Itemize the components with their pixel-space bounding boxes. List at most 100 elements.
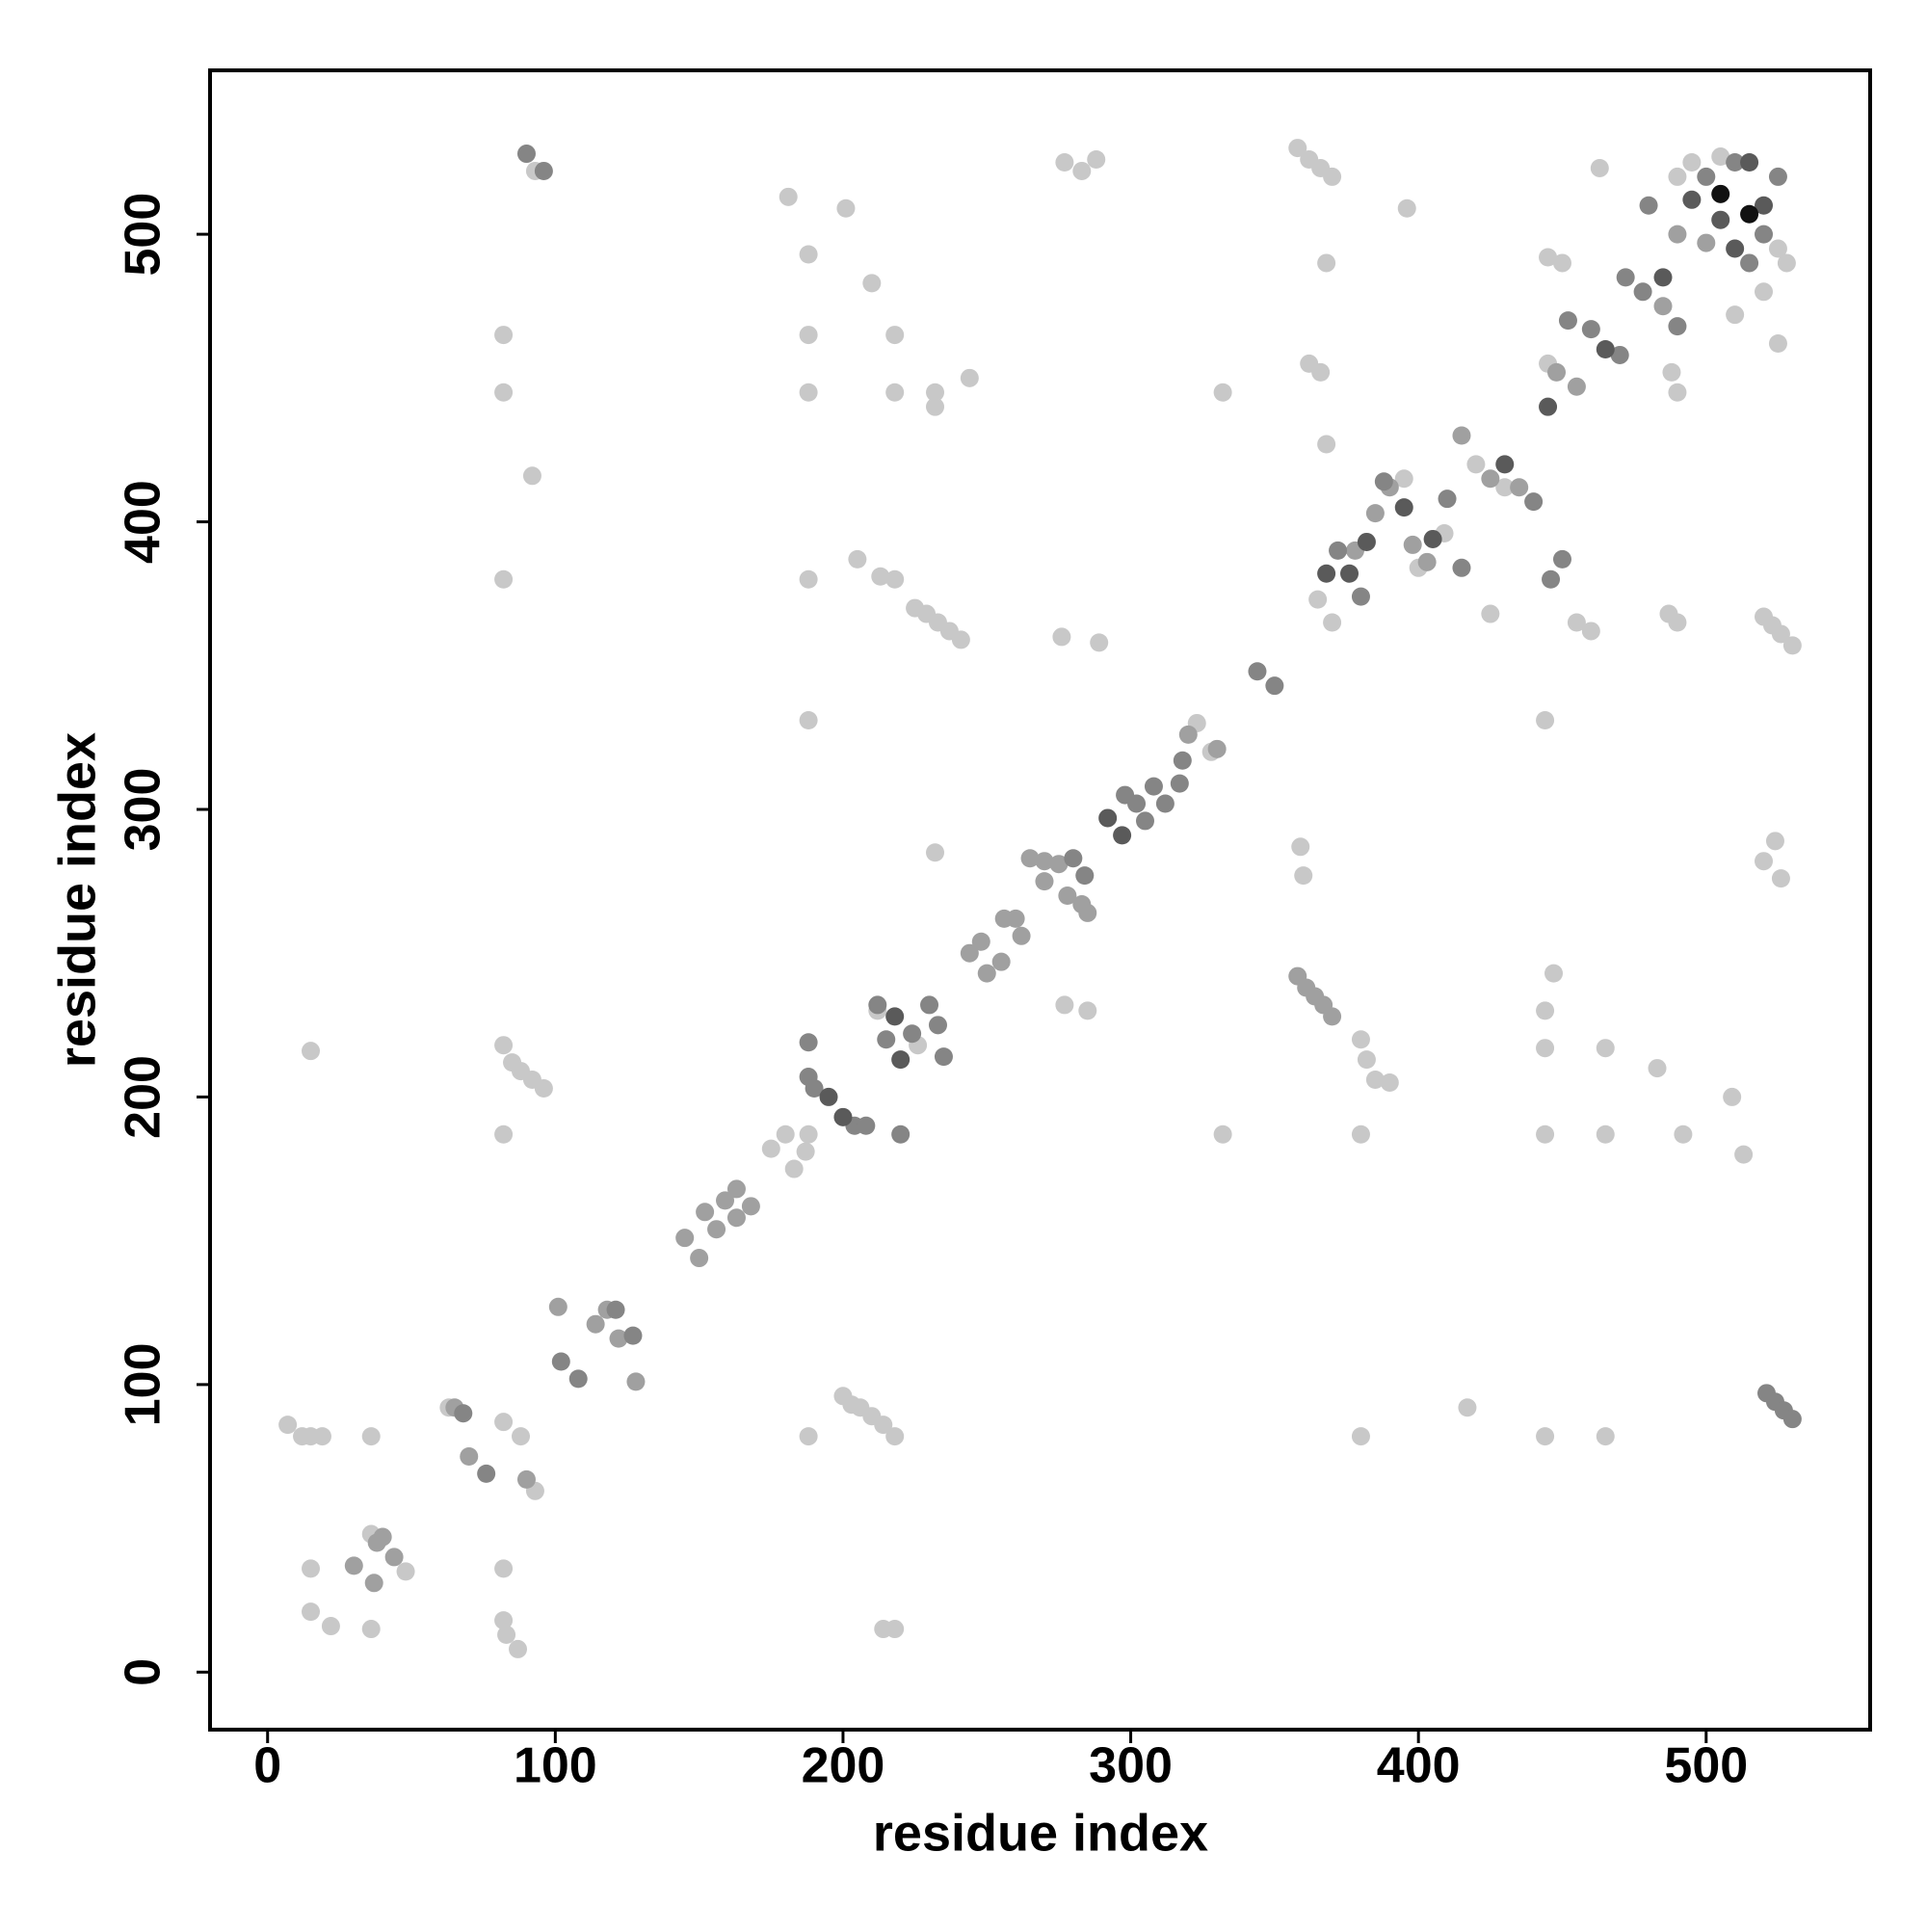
point	[1697, 233, 1716, 252]
point	[1394, 498, 1413, 517]
point	[868, 995, 887, 1015]
point	[1351, 1030, 1370, 1049]
point	[1452, 558, 1471, 577]
point	[312, 1427, 331, 1446]
point	[522, 466, 541, 486]
plot-frame	[208, 68, 1872, 1732]
point	[1207, 739, 1227, 758]
point	[1317, 564, 1336, 583]
point	[1765, 832, 1784, 851]
point	[1288, 139, 1307, 158]
point	[799, 383, 818, 402]
point	[321, 1617, 340, 1636]
point	[1653, 268, 1673, 287]
point	[1075, 866, 1095, 886]
point	[1452, 426, 1471, 445]
point	[799, 245, 818, 264]
point	[1755, 196, 1774, 215]
point	[885, 569, 905, 589]
point	[1481, 604, 1500, 623]
point	[1768, 167, 1787, 186]
point	[1173, 751, 1192, 770]
point	[568, 1369, 588, 1389]
point	[302, 1602, 321, 1622]
point	[1020, 849, 1040, 868]
point	[1777, 253, 1796, 273]
point	[1723, 1087, 1742, 1106]
point	[1755, 282, 1774, 302]
point	[934, 1047, 953, 1067]
point	[1536, 1001, 1555, 1020]
point	[819, 1087, 838, 1106]
point	[1755, 225, 1774, 244]
point	[534, 161, 553, 180]
point	[1265, 676, 1284, 696]
point	[1394, 469, 1413, 489]
point	[1552, 253, 1571, 273]
point	[1596, 1039, 1615, 1058]
point	[1495, 455, 1515, 474]
point	[1078, 1001, 1097, 1020]
point	[516, 1469, 536, 1489]
point	[361, 1620, 381, 1639]
point	[1536, 1427, 1555, 1446]
point	[494, 1125, 514, 1144]
point	[848, 549, 867, 569]
point	[302, 1559, 321, 1578]
point	[396, 1562, 415, 1581]
point	[344, 1556, 363, 1575]
point	[741, 1197, 760, 1216]
point	[1567, 377, 1586, 396]
point	[1590, 158, 1609, 177]
point	[1144, 777, 1163, 796]
point	[1170, 774, 1189, 793]
point	[361, 1427, 381, 1446]
point	[1351, 587, 1370, 606]
point	[1213, 383, 1232, 402]
point	[1536, 1039, 1555, 1058]
point	[1458, 1398, 1477, 1417]
point	[1755, 852, 1774, 871]
point	[1552, 549, 1571, 569]
point	[1682, 190, 1702, 209]
point	[1466, 455, 1486, 474]
point	[928, 1016, 947, 1035]
point	[1078, 903, 1097, 922]
point	[1052, 627, 1071, 647]
point	[799, 710, 818, 729]
point	[1682, 153, 1702, 172]
point	[799, 1033, 818, 1052]
point	[516, 145, 536, 164]
y-tick-label: 300	[116, 768, 172, 852]
point	[877, 1030, 896, 1049]
point	[926, 843, 945, 862]
point	[1317, 435, 1336, 454]
point	[494, 1559, 514, 1578]
point	[1438, 490, 1457, 509]
point	[623, 1326, 643, 1345]
y-tick-label: 200	[116, 1055, 172, 1139]
x-tick-label: 100	[514, 1738, 597, 1794]
point	[1768, 334, 1787, 354]
point	[1768, 239, 1787, 258]
point	[494, 1413, 514, 1432]
point	[920, 995, 939, 1015]
point	[626, 1372, 646, 1391]
point	[885, 1427, 905, 1446]
point	[1135, 811, 1154, 831]
point	[384, 1548, 404, 1567]
point	[784, 1159, 804, 1178]
point	[1423, 529, 1442, 548]
point	[1351, 1125, 1370, 1144]
point	[1127, 794, 1147, 813]
point	[1329, 541, 1348, 560]
point	[1539, 397, 1558, 416]
x-tick-label: 500	[1664, 1738, 1748, 1794]
point	[1674, 1125, 1693, 1144]
point	[1596, 1125, 1615, 1144]
point	[509, 1639, 528, 1658]
point	[1567, 613, 1586, 632]
point	[551, 1352, 570, 1371]
point	[805, 1078, 824, 1098]
